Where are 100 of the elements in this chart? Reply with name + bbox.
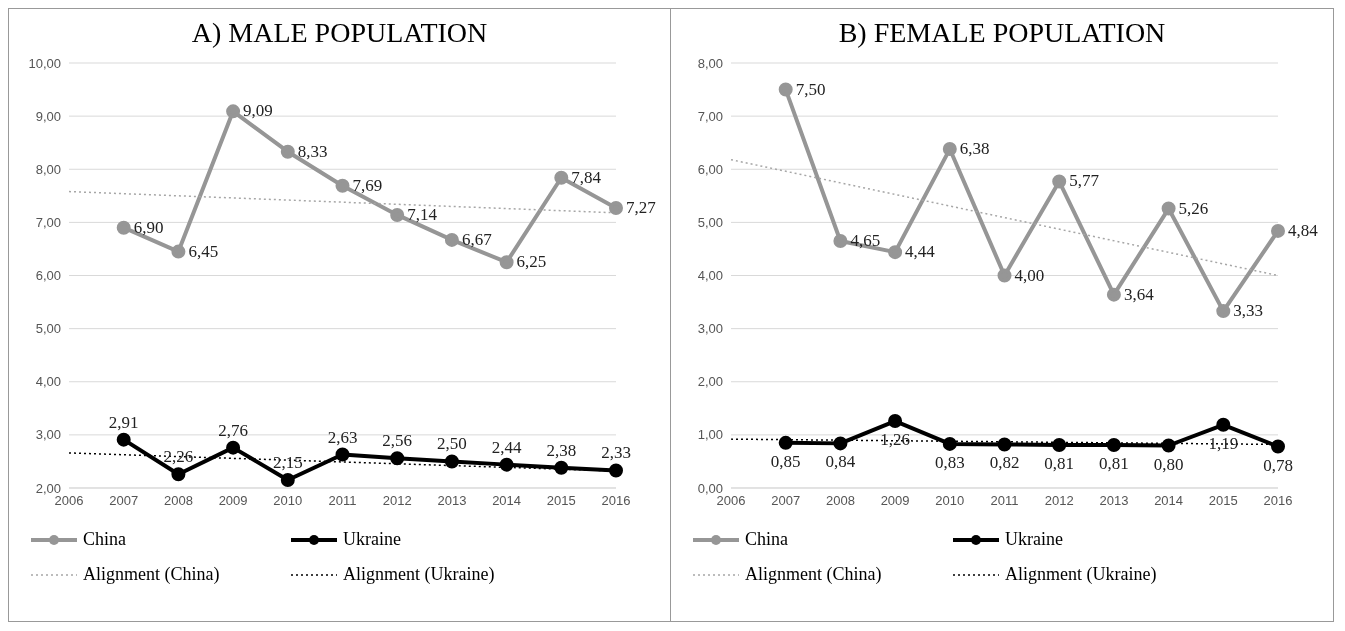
x-tick-label: 2008	[825, 493, 855, 509]
point	[888, 245, 903, 260]
data-label: 5,77	[1069, 171, 1100, 191]
point	[1271, 223, 1285, 238]
x-tick-label: 2006	[716, 493, 746, 509]
data-label: 2,15	[272, 453, 303, 473]
point	[171, 467, 186, 482]
y-tick-label: 8,00	[35, 161, 61, 177]
data-label: 6,67	[461, 229, 493, 249]
point	[1161, 438, 1176, 453]
point	[226, 104, 241, 119]
y-tick-label: 4,00	[35, 374, 61, 390]
data-label: 2,50	[437, 434, 467, 454]
point	[499, 457, 514, 472]
legend-label: Ukraine	[343, 529, 401, 550]
point	[1052, 174, 1067, 189]
point	[499, 255, 514, 270]
data-label: 2,76	[218, 420, 248, 440]
point	[1052, 437, 1067, 452]
x-tick-label: 2010	[935, 493, 965, 509]
point	[1161, 201, 1176, 216]
data-label: 0,81	[1099, 453, 1129, 473]
x-tick-label: 2011	[990, 493, 1019, 509]
point	[833, 436, 848, 451]
legend-label: China	[745, 529, 788, 550]
y-tick-label: 1,00	[697, 427, 723, 443]
data-label: 5,26	[1178, 198, 1209, 218]
data-label: 2,33	[601, 443, 631, 463]
point	[997, 437, 1012, 452]
point	[1106, 437, 1121, 452]
point	[1106, 287, 1121, 302]
point	[444, 454, 459, 469]
y-tick-label: 0,00	[697, 480, 723, 496]
point	[390, 451, 405, 466]
y-tick-label: 9,00	[35, 108, 61, 124]
data-label: 4,65	[850, 230, 881, 250]
point	[609, 463, 623, 478]
chart-title: B) FEMALE POPULATION	[837, 16, 1167, 50]
point	[335, 447, 350, 462]
data-label: 2,56	[382, 431, 413, 451]
data-label: 4,84	[1288, 220, 1319, 240]
y-tick-label: 7,00	[697, 108, 723, 124]
x-tick-label: 2015	[1208, 493, 1238, 509]
data-label: 0,82	[989, 453, 1020, 473]
y-tick-label: 3,00	[35, 427, 61, 443]
legend-label: Alignment (China)	[83, 564, 220, 585]
point	[1271, 439, 1285, 454]
data-label: 7,84	[571, 167, 602, 187]
y-tick-label: 8,00	[697, 55, 723, 71]
x-tick-label: 2009	[218, 493, 248, 509]
point	[116, 432, 131, 447]
x-tick-label: 2012	[1044, 493, 1074, 509]
data-label: 0,80	[1153, 454, 1184, 474]
data-label: 3,33	[1233, 301, 1264, 321]
point	[554, 170, 569, 185]
chart-title: A) MALE POPULATION	[190, 16, 489, 50]
data-label: 9,09	[243, 101, 273, 121]
point	[888, 414, 903, 429]
data-label: 1,19	[1208, 433, 1239, 453]
data-label: 3,64	[1123, 284, 1155, 304]
x-tick-label: 2008	[163, 493, 193, 509]
point	[171, 244, 186, 259]
point	[1216, 417, 1231, 432]
point	[280, 144, 295, 159]
x-tick-label: 2006	[54, 493, 84, 509]
point	[280, 473, 295, 488]
data-label: 0,84	[825, 452, 856, 472]
x-tick-label: 2013	[1099, 493, 1129, 509]
y-tick-label: 6,00	[697, 161, 723, 177]
data-label: 1,26	[880, 430, 910, 450]
point	[778, 435, 793, 450]
y-tick-label: 2,00	[35, 480, 61, 496]
x-tick-label: 2009	[880, 493, 910, 509]
y-tick-label: 3,00	[697, 321, 723, 337]
data-label: 2,91	[108, 412, 139, 432]
x-tick-label: 2016	[601, 493, 631, 509]
point	[390, 207, 405, 222]
x-tick-label: 2014	[1154, 493, 1184, 509]
point	[609, 201, 623, 216]
point	[444, 232, 459, 247]
data-label: 6,45	[188, 241, 219, 261]
x-tick-label: 2016	[1263, 493, 1293, 509]
point	[1216, 304, 1231, 319]
data-label: 4,00	[1014, 265, 1045, 285]
data-label: 6,25	[516, 252, 547, 272]
data-label: 7,50	[795, 79, 826, 99]
x-tick-label: 2014	[492, 493, 522, 509]
legend-label: Alignment (Ukraine)	[343, 564, 495, 585]
point	[116, 220, 131, 235]
point	[778, 82, 793, 97]
y-tick-label: 4,00	[697, 268, 723, 284]
x-tick-label: 2007	[109, 493, 139, 509]
legend-label: Alignment (China)	[745, 564, 882, 585]
point	[335, 178, 350, 193]
point	[554, 460, 569, 475]
y-tick-label: 5,00	[35, 321, 61, 337]
y-tick-label: 7,00	[35, 214, 61, 230]
x-tick-label: 2015	[546, 493, 576, 509]
data-label: 0,83	[934, 452, 965, 472]
x-tick-label: 2013	[437, 493, 467, 509]
